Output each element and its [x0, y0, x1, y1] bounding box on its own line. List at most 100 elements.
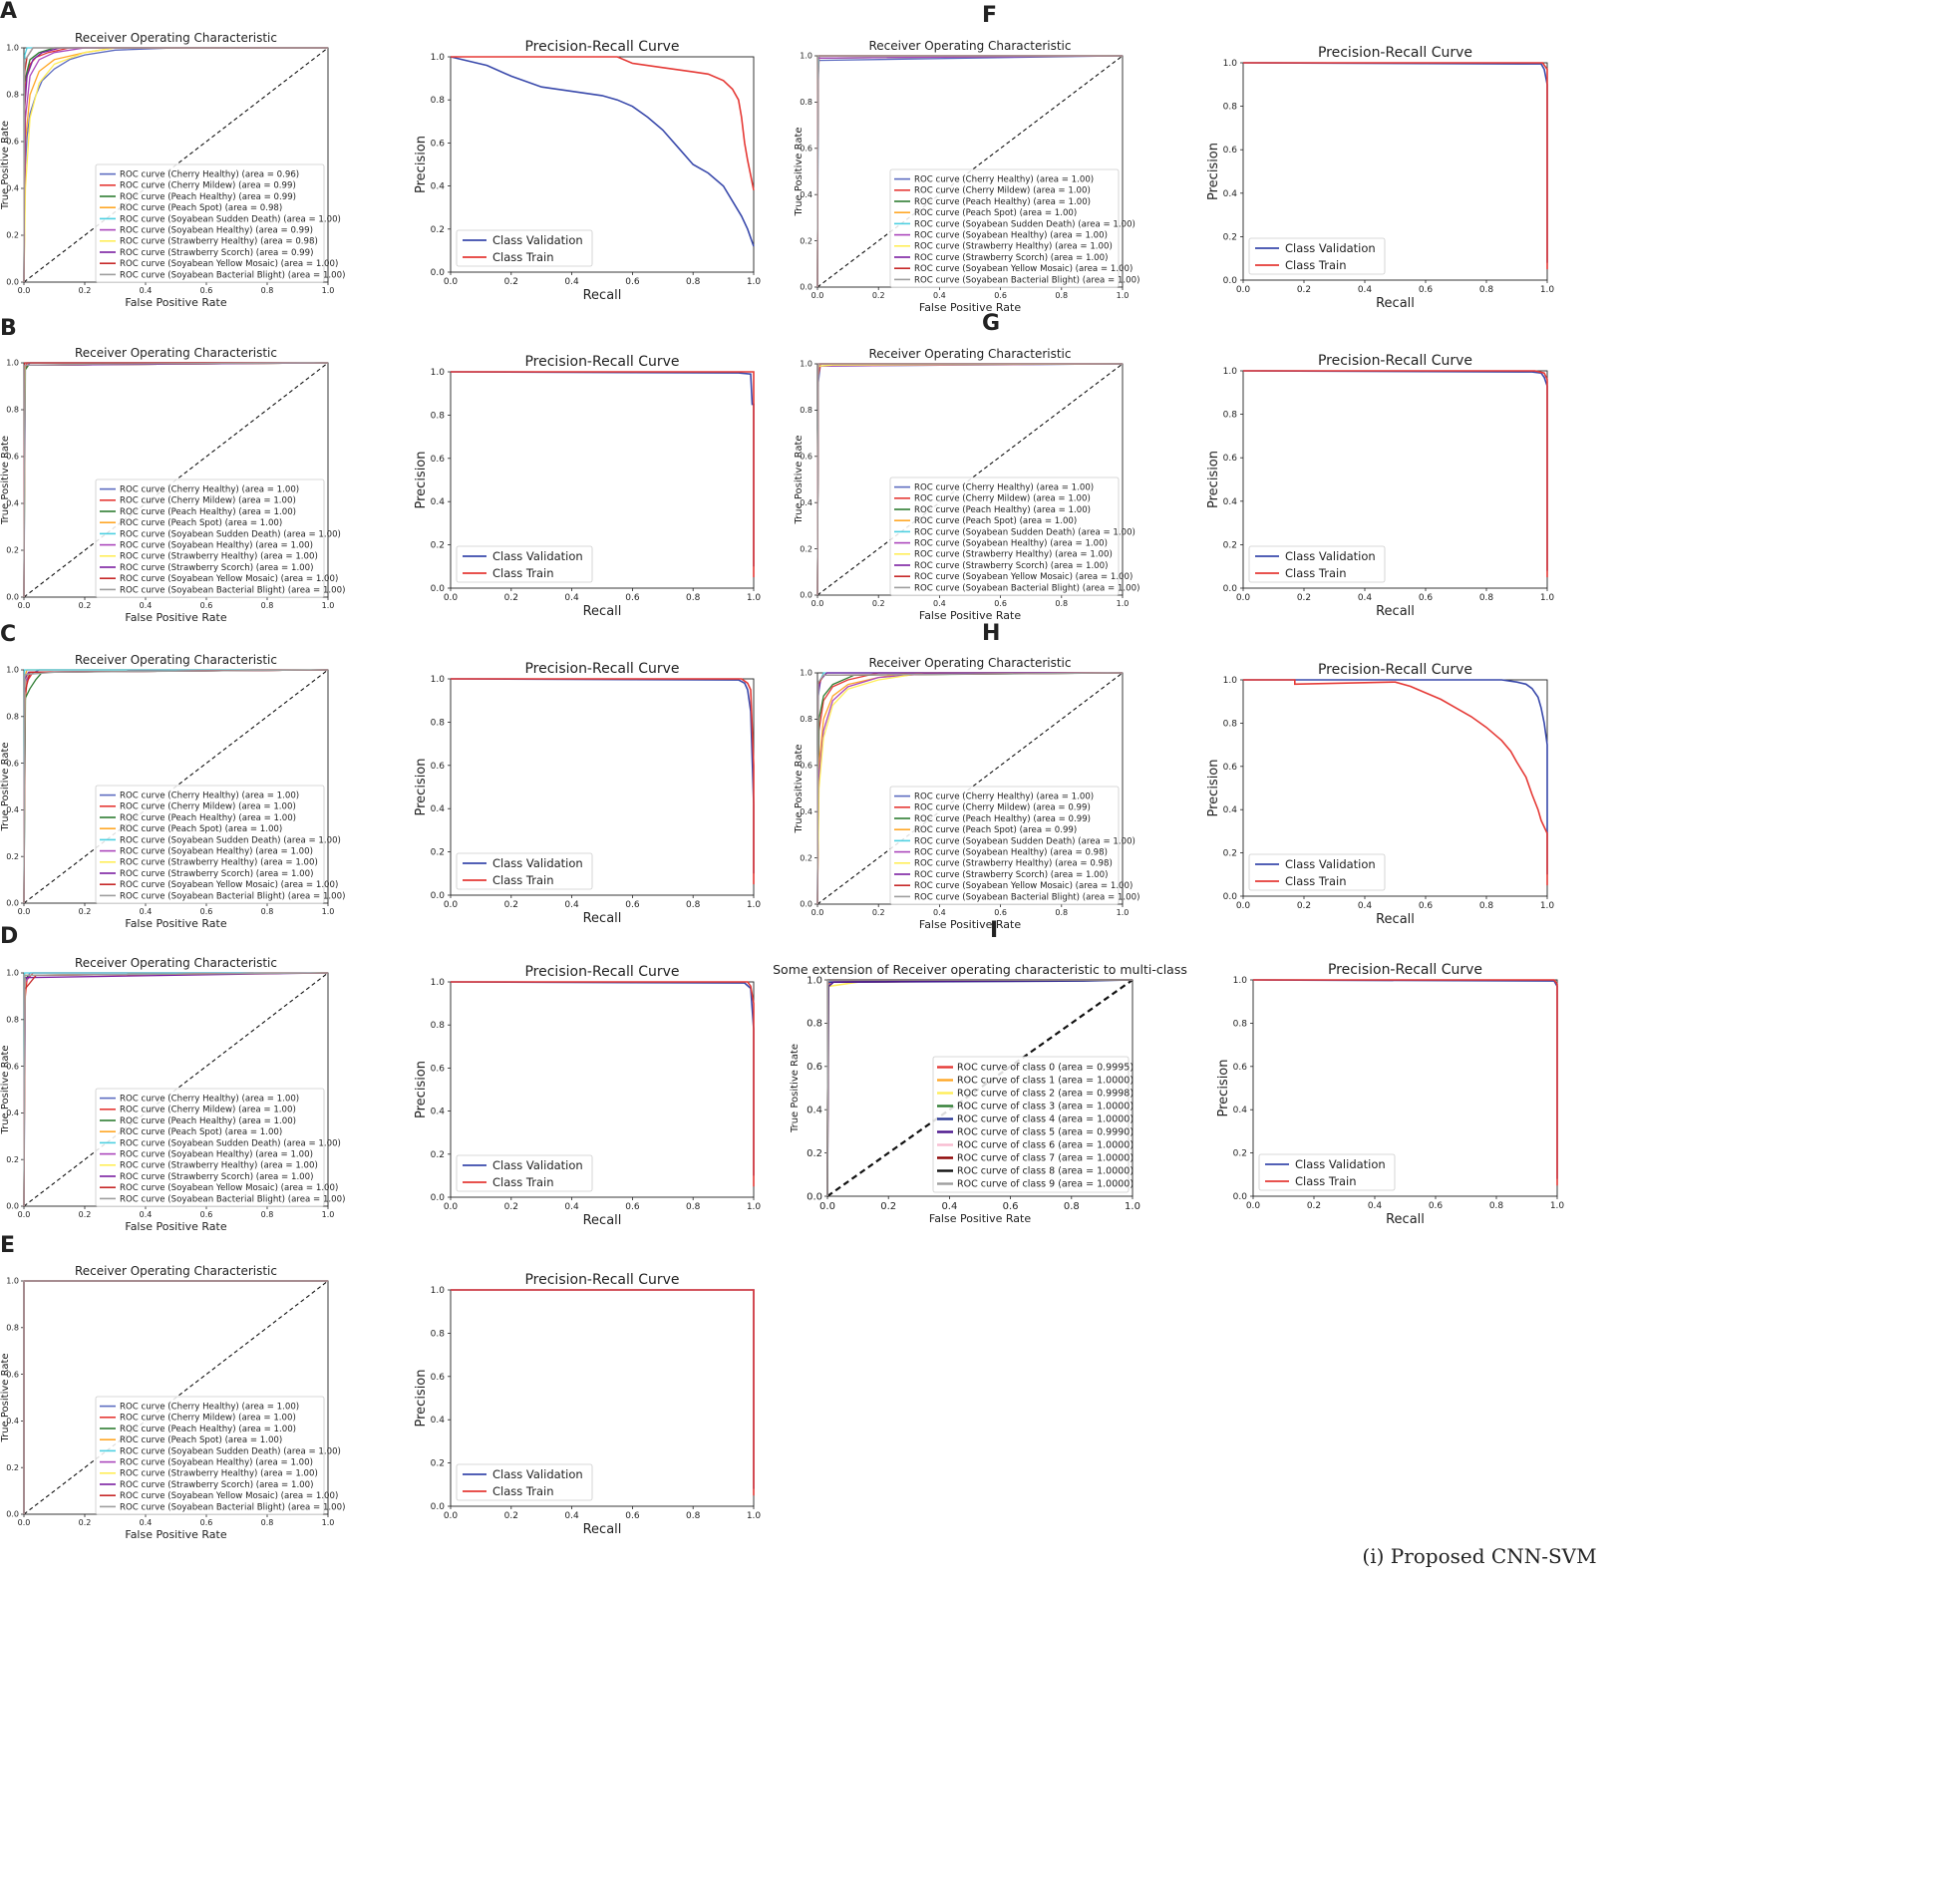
x-tick-label: 0.8 [1055, 599, 1068, 608]
x-tick-label: 0.2 [872, 908, 885, 917]
x-axis-label: False Positive Rate [125, 1220, 226, 1233]
x-tick-label: 0.4 [140, 1210, 153, 1219]
x-tick-label: 0.8 [1489, 1201, 1504, 1211]
legend-box [95, 1088, 325, 1207]
y-tick-label: 0.0 [6, 593, 19, 602]
x-tick-label: 0.2 [504, 900, 518, 910]
y-tick-label: 0.4 [6, 805, 19, 814]
y-tick-label: 0.6 [6, 1370, 19, 1379]
panel-letter-G: G [982, 311, 1000, 336]
y-axis-label: True Positive Rate [794, 744, 805, 833]
x-tick-label: 0.2 [79, 1518, 92, 1527]
y-tick-label: 0.4 [1223, 189, 1238, 199]
y-axis-label: Precision [414, 136, 429, 193]
pr-chart-F: Precision-Recall Curve 0.00.0 0.2 0.2 0.4 0.4… [1206, 45, 1554, 311]
y-tick-label: 0.2 [800, 236, 812, 245]
pr-chart-H: Precision-Recall Curve 0.00.0 0.2 0.2 0.4 0.4… [1206, 662, 1554, 927]
y-tick-label: 0.2 [1233, 1149, 1247, 1159]
y-tick-label: 0.6 [6, 1062, 19, 1071]
legend-entry: ROC curve of class 6 (area = 1.0000) [957, 1140, 1133, 1151]
y-tick-label: 0.2 [1223, 540, 1237, 550]
y-tick-label: 0.2 [807, 1148, 822, 1159]
y-tick-label: 0.6 [807, 1062, 822, 1073]
x-tick-label: 0.2 [504, 1202, 518, 1212]
legend-entry: ROC curve (Soyabean Bacterial Blight) (a… [120, 1502, 345, 1512]
legend-entry: ROC curve (Soyabean Yellow Mosaic) (area… [120, 259, 338, 269]
roc-chart-H: Receiver Operating Characteristic 0.00.0 0… [794, 656, 1139, 931]
y-tick-label: 0.2 [431, 848, 445, 858]
y-tick-label: 0.0 [1233, 1192, 1248, 1202]
y-tick-label: 0.4 [431, 1108, 446, 1117]
pr-series-0 [1252, 979, 1558, 1179]
legend-entry: ROC curve (Peach Healthy) (area = 1.00) [120, 1116, 296, 1126]
x-axis-label: False Positive Rate [125, 296, 226, 309]
y-tick-label: 1.0 [431, 368, 446, 378]
pr-series-1 [1243, 370, 1548, 578]
y-axis-label: True Positive Rate [0, 1045, 11, 1134]
x-tick-label: 0.6 [625, 900, 640, 910]
legend-entry: ROC curve (Peach Spot) (area = 1.00) [914, 516, 1077, 526]
legend-entry: ROC curve (Peach Spot) (area = 0.99) [914, 825, 1077, 835]
legend-entry: Class Validation [1285, 549, 1376, 563]
legend-entry: ROC curve (Strawberry Scorch) (area = 1.… [120, 869, 313, 879]
roc-chart-B: Receiver Operating Characteristic 0.00.0 0… [0, 346, 345, 624]
roc-title: Receiver Operating Characteristic [75, 956, 277, 970]
roc-title: Receiver Operating Characteristic [868, 656, 1071, 670]
y-axis-label: True Positive Rate [0, 121, 11, 210]
y-tick-label: 1.0 [1233, 976, 1248, 986]
x-tick-label: 0.8 [686, 277, 701, 287]
legend-entry: ROC curve (Soyabean Sudden Death) (area … [120, 1138, 341, 1148]
pr-title: Precision-Recall Curve [524, 964, 679, 980]
x-tick-label: 0.6 [200, 601, 213, 610]
roc-series-9 [23, 47, 328, 283]
x-tick-label: 0.6 [1419, 901, 1434, 911]
legend-entry: ROC curve (Peach Healthy) (area = 1.00) [120, 507, 296, 517]
pr-series-1 [451, 1289, 755, 1496]
x-tick-label: 0.6 [200, 286, 213, 295]
x-tick-label: 0.2 [504, 1511, 518, 1521]
legend-entry: ROC curve (Cherry Healthy) (area = 1.00) [914, 792, 1094, 801]
legend-entry: Class Train [492, 1484, 554, 1498]
pr-series-0 [1242, 62, 1548, 263]
y-tick-label: 0.4 [800, 190, 812, 199]
x-axis-label: False Positive Rate [919, 609, 1021, 622]
roc-series-9 [23, 362, 329, 598]
y-axis-label: Precision [414, 1369, 429, 1427]
y-tick-label: 0.0 [431, 891, 446, 901]
y-tick-label: 1.0 [431, 53, 446, 63]
legend-entry: ROC curve (Peach Healthy) (area = 1.00) [120, 813, 296, 823]
x-tick-label: 0.6 [994, 599, 1007, 608]
x-tick-label: 1.0 [747, 1202, 762, 1212]
legend-box [456, 229, 593, 267]
y-tick-label: 0.2 [6, 231, 19, 240]
legend-entry: ROC curve (Cherry Mildew) (area = 1.00) [914, 494, 1091, 504]
x-tick-label: 1.0 [1117, 291, 1130, 300]
pr-series-1 [1243, 62, 1548, 270]
roc-chart-D: Receiver Operating Characteristic 0.00.0 0… [0, 956, 345, 1233]
x-axis-label: Recall [583, 911, 622, 926]
y-tick-label: 0.2 [1223, 849, 1237, 859]
pr-series-0 [1243, 679, 1548, 875]
y-tick-label: 1.0 [431, 978, 446, 988]
roc-title: Receiver Operating Characteristic [75, 653, 277, 667]
pr-series-0 [450, 371, 755, 567]
pr-series-1 [1243, 679, 1548, 886]
y-tick-label: 0.0 [800, 900, 812, 909]
roc-series-3 [816, 672, 1123, 905]
y-tick-label: 0.6 [1223, 454, 1238, 464]
x-tick-label: 0.8 [1479, 593, 1494, 603]
y-tick-label: 0.2 [1223, 232, 1237, 242]
x-tick-label: 1.0 [322, 1518, 335, 1527]
legend-entry: ROC curve (Strawberry Healthy) (area = 0… [914, 859, 1113, 869]
x-tick-label: 0.2 [1297, 593, 1311, 603]
roc-series-9 [23, 1280, 328, 1514]
legend-entry: ROC curve (Soyabean Healthy) (area = 1.0… [120, 1457, 313, 1467]
roc-series-9 [826, 979, 1133, 1197]
x-tick-label: 0.8 [686, 900, 701, 910]
legend-box [1258, 1153, 1396, 1191]
panel-letter-A: A [0, 0, 17, 24]
x-tick-label: 0.2 [504, 277, 518, 287]
chance-diagonal [826, 979, 1133, 1197]
y-tick-label: 0.0 [431, 584, 446, 594]
x-tick-label: 1.0 [747, 593, 762, 603]
